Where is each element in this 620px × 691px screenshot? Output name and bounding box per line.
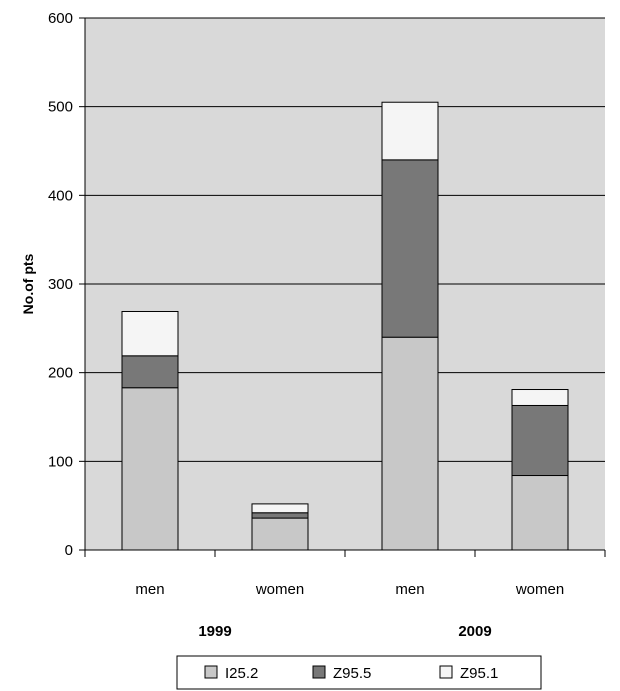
y-tick-label: 400 [48, 187, 73, 204]
legend-swatch [312, 665, 326, 679]
y-tick-label: 100 [48, 453, 73, 470]
y-axis-ticks: 0 100 200 300 400 500 600 [48, 10, 85, 559]
y-axis-label: No.of pts [20, 253, 36, 314]
x-group-label: 1999 [198, 623, 231, 640]
legend-label: Z95.1 [460, 665, 498, 682]
bar-segment-I25-2 [381, 336, 439, 551]
legend-swatch [439, 665, 453, 679]
x-category-label: men [395, 581, 424, 598]
y-tick-label: 0 [65, 542, 73, 559]
bar-segment-Z95-1 [511, 389, 569, 406]
x-axis-categories: men women men women [84, 550, 606, 598]
bar-segment-Z95-5 [121, 355, 179, 389]
legend: I25.2 Z95.5 Z95.1 [176, 655, 542, 690]
bar-segment-I25-2 [511, 475, 569, 551]
x-group-label: 2009 [458, 623, 491, 640]
bar-segment-Z95-1 [251, 503, 309, 514]
x-axis-groups: 1999 2009 [198, 623, 491, 640]
bar-segment-Z95-1 [381, 101, 439, 161]
y-tick-label: 600 [48, 10, 73, 27]
bar-segment-Z95-5 [511, 404, 569, 477]
x-category-label: women [255, 581, 304, 598]
x-category-label: men [135, 581, 164, 598]
bar-segment-Z95-5 [381, 159, 439, 338]
y-tick-label: 200 [48, 365, 73, 382]
bars [121, 101, 569, 551]
legend-label: Z95.5 [333, 665, 371, 682]
bar-segment-I25-2 [121, 387, 179, 551]
y-tick-label: 300 [48, 276, 73, 293]
bar-segment-I25-2 [251, 517, 309, 551]
y-tick-label: 500 [48, 99, 73, 116]
x-category-label: women [515, 581, 564, 598]
bar-segment-Z95-5 [251, 512, 309, 519]
legend-label: I25.2 [225, 665, 258, 682]
legend-swatch [204, 665, 218, 679]
bar-segment-Z95-1 [121, 310, 179, 357]
legend-box [176, 655, 542, 690]
